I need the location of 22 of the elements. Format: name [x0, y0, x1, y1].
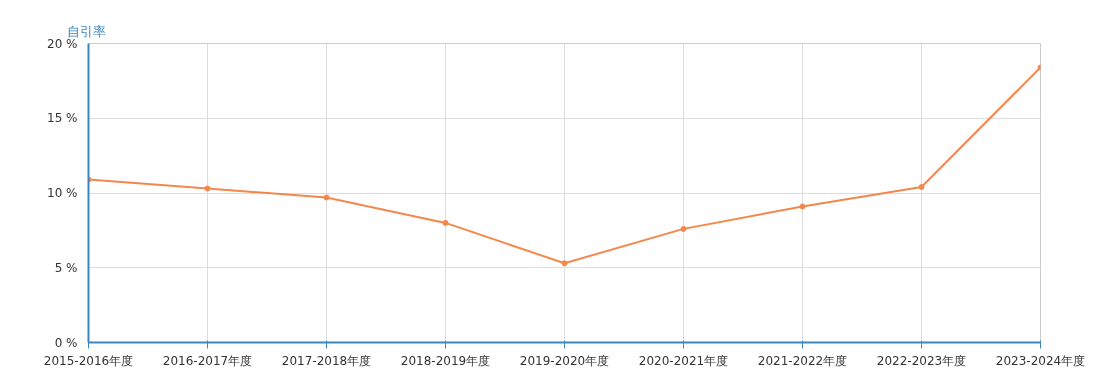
- x-tick-label: 2018-2019年度: [400, 353, 491, 368]
- point: [680, 225, 687, 232]
- point: [561, 260, 568, 267]
- x-tick-label: 2020-2021年度: [638, 353, 729, 368]
- x-tick-label: 2023-2024年度: [995, 353, 1086, 368]
- x-tick-label: 2021-2022年度: [757, 353, 848, 368]
- y-tick-label: 0 %: [54, 335, 78, 350]
- point: [799, 203, 806, 210]
- point: [323, 194, 330, 201]
- x-tick-label: 2019-2020年度: [519, 353, 610, 368]
- y-tick-label: 5 %: [54, 260, 78, 275]
- x-tick-label: 2016-2017年度: [162, 353, 253, 368]
- y-axis-title: 自引率: [66, 23, 106, 39]
- point: [204, 185, 211, 192]
- y-tick-label: 15 %: [47, 111, 78, 126]
- y-tick-label: 10 %: [47, 186, 78, 200]
- x-tick-label: 2022-2023年度: [876, 353, 967, 368]
- y-tick-label: 20 %: [47, 36, 78, 51]
- point: [918, 184, 925, 191]
- x-tick-label: 2017-2018年度: [281, 353, 372, 368]
- x-tick-label: 2015-2016年度: [43, 353, 134, 368]
- point: [442, 219, 449, 226]
